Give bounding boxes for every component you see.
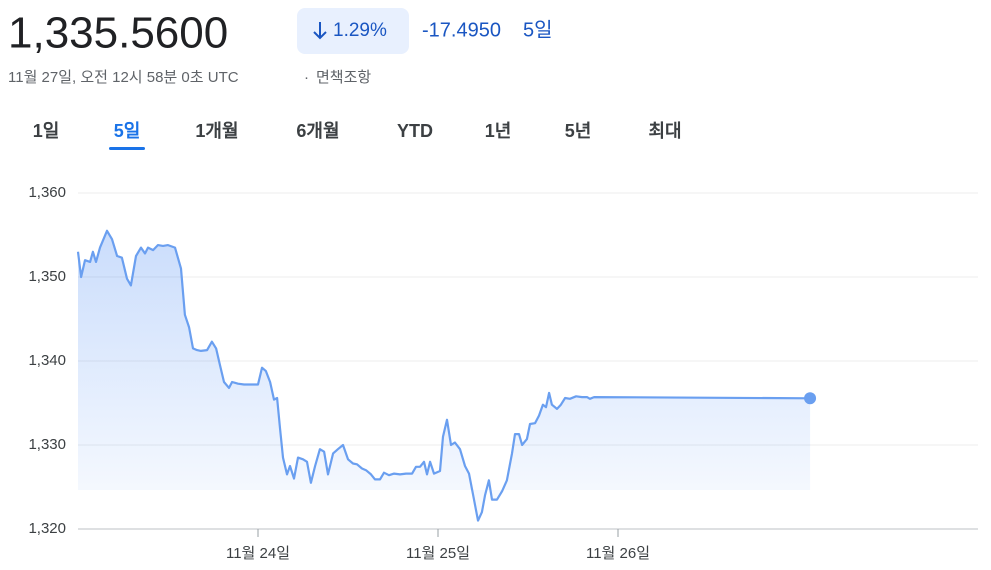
change-badge <box>297 8 409 54</box>
down-arrow-icon <box>313 22 327 40</box>
area-fill <box>78 230 811 521</box>
period-label: 5일 <box>523 18 553 41</box>
y-tick-label: 1,320 <box>28 520 66 537</box>
disclaimer-link[interactable]: 면책조항 <box>316 69 371 86</box>
range-tabs: 1일 5일 1개월 6개월 YTD 1년 5년 최대 <box>33 121 682 150</box>
separator: · <box>304 69 309 86</box>
price-line <box>76 229 811 522</box>
y-tick-label: 1,330 <box>28 436 66 453</box>
range-tab[interactable]: 1개월 <box>195 121 238 141</box>
range-tab[interactable]: 6개월 <box>296 121 339 141</box>
last-point <box>804 392 817 405</box>
plot: 1,320 1,330 1,340 1,350 1,360 11월 24일 11월 25일 1… <box>28 184 978 562</box>
y-tick-label: 1,350 <box>28 268 66 285</box>
y-tick-label: 1,340 <box>28 352 66 369</box>
x-tick-label: 11월 25일 <box>406 545 470 562</box>
y-tick-label: 1,360 <box>28 184 66 201</box>
range-tab[interactable]: 5일 <box>114 121 141 141</box>
range-tab[interactable]: 5년 <box>565 121 592 141</box>
active-tab-underline <box>109 147 145 150</box>
x-tick-label: 11월 24일 <box>226 545 290 562</box>
range-tab[interactable]: 최대 <box>648 121 681 141</box>
price: 1,335.5600 <box>8 9 228 58</box>
change-percent: 1.29% <box>333 20 387 41</box>
range-tab[interactable]: 1일 <box>33 121 60 141</box>
range-tab[interactable]: YTD <box>397 121 433 141</box>
x-tick-label: 11월 26일 <box>586 545 650 562</box>
change-value: -17.4950 <box>422 19 501 41</box>
range-tab[interactable]: 1년 <box>485 121 512 141</box>
timestamp: 11월 27일, 오전 12시 58분 0초 UTC <box>8 69 239 86</box>
